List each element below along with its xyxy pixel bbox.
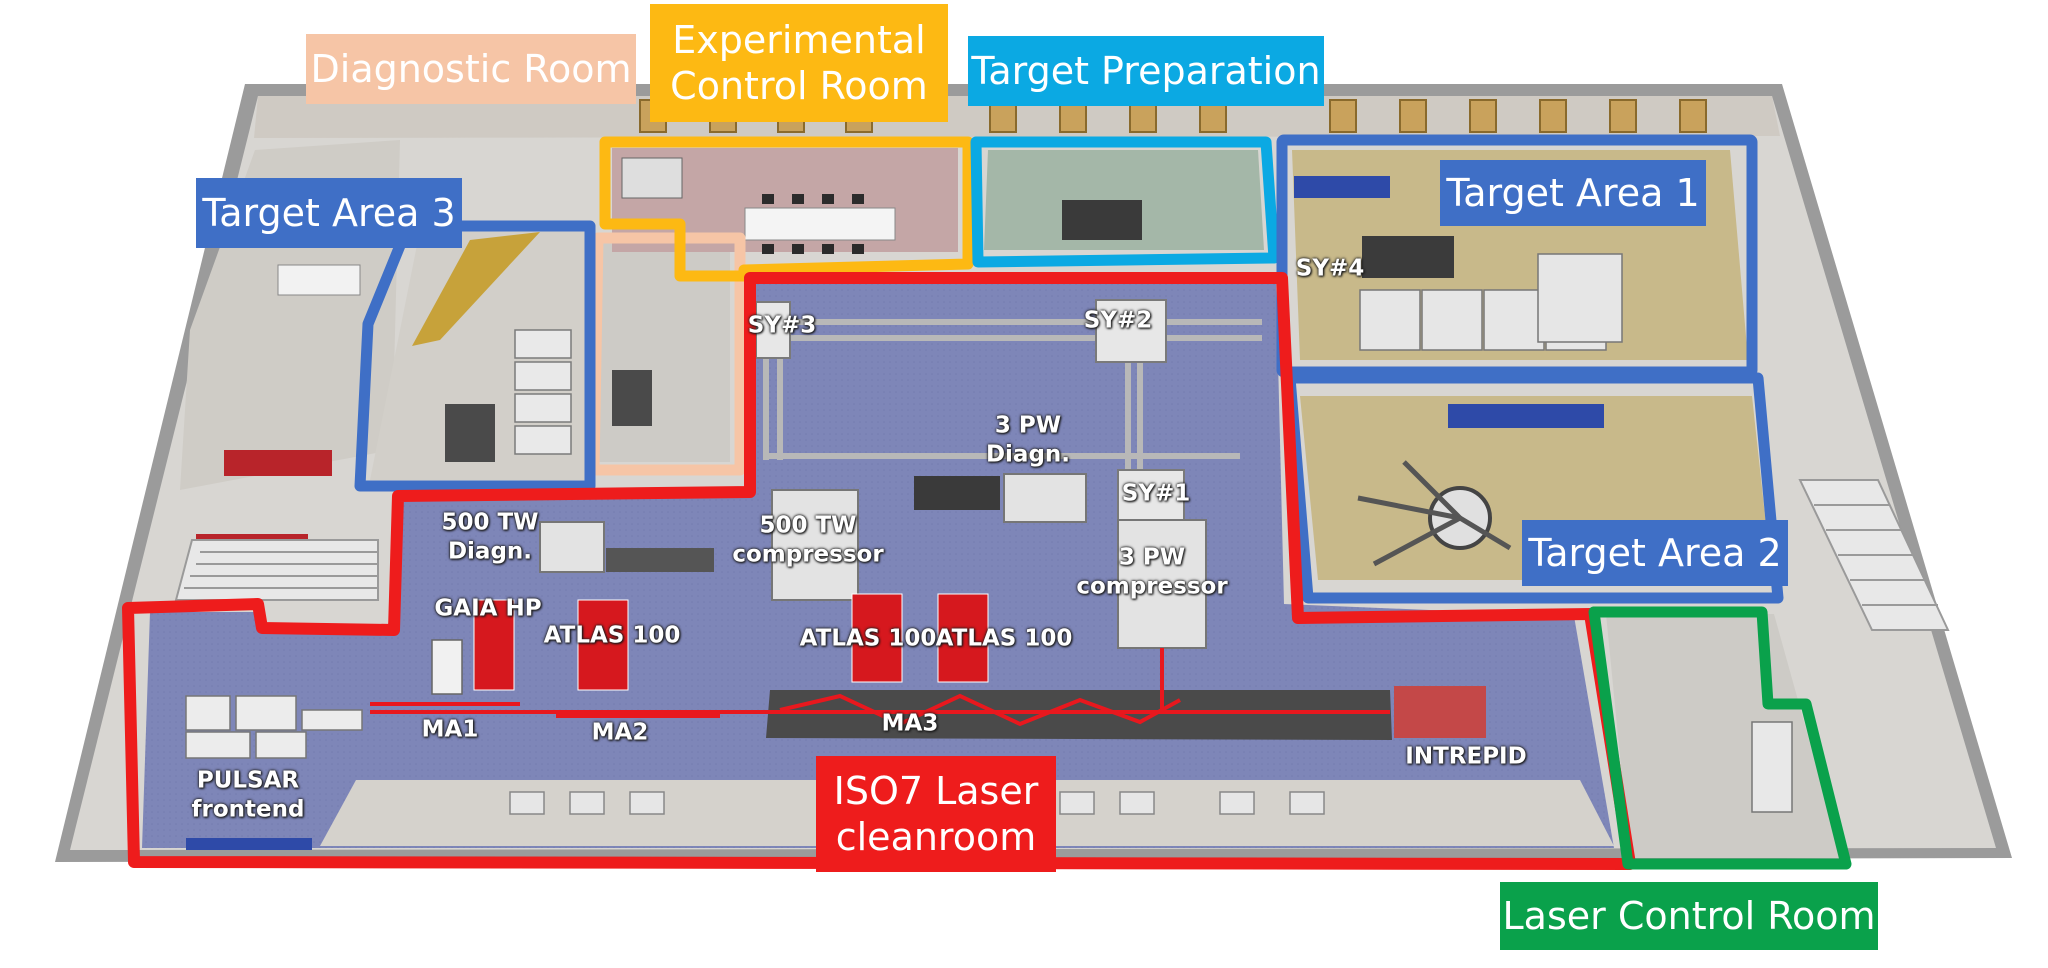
experimental-control-room-outline <box>599 136 974 282</box>
amplifier-racks <box>473 593 989 691</box>
3pw-compressor-line1: 3 PW <box>1118 544 1186 571</box>
ta2-blue-cabinet <box>1448 404 1604 428</box>
sy2-label: SY#2 <box>1083 307 1153 334</box>
yellow-bench <box>412 232 540 346</box>
ta1-blue-cabinet <box>1294 176 1390 198</box>
iso7-label-line2: cleanroom <box>835 815 1037 859</box>
ta1-dark-table <box>1362 236 1454 278</box>
sy4-label: SY#4 <box>1295 255 1365 282</box>
pulsar-line2: frontend <box>191 796 305 822</box>
500tw-compressor-label: 500 TW compressor <box>732 511 883 569</box>
500tw-compressor-line2: compressor <box>732 541 884 567</box>
ta3-cabinets <box>514 329 572 455</box>
ma1-label: MA1 <box>421 716 479 743</box>
laser-control-bench <box>1751 721 1793 813</box>
gaia-hp-unit <box>431 639 463 695</box>
target-area-1-outline <box>1276 134 1758 378</box>
ma2-label: MA2 <box>591 719 649 746</box>
control-table <box>744 207 896 241</box>
target-area-1-label: Target Area 1 <box>1446 170 1700 215</box>
target-preparation-outline <box>970 136 1280 268</box>
target-preparation-tag: Target Preparation <box>968 36 1324 106</box>
500tw-diagn-line2: Diagn. <box>447 538 533 564</box>
ta1-equipment <box>1359 253 1623 351</box>
target-prep-bench <box>1062 200 1142 240</box>
tw-diagn-table <box>606 548 714 572</box>
ta3-dark-table <box>445 404 495 462</box>
target-area-3-outline <box>354 220 596 492</box>
atlas-100-left-label: ATLAS 100 <box>543 622 681 649</box>
target-preparation-label: Target Preparation <box>971 48 1321 93</box>
intrepid-block <box>1394 686 1486 738</box>
target-area-1-tag: Target Area 1 <box>1440 160 1706 226</box>
sy3-label: SY#3 <box>747 312 817 339</box>
iso7-laser-cleanroom-tag: ISO7 Laser cleanroom <box>816 756 1056 872</box>
3pw-diagn-line2: Diagn. <box>985 441 1071 467</box>
3pw-compressor-line2: compressor <box>1076 573 1228 599</box>
diagnostic-room-tag: Diagnostic Room <box>306 34 636 104</box>
500tw-compressor-line1: 500 TW <box>759 512 857 539</box>
corridor-boxes <box>509 791 1325 815</box>
laser-control-room-tag: Laser Control Room <box>1500 882 1878 950</box>
3pw-compressor-label: 3 PW compressor <box>1076 543 1227 601</box>
atlas-100-right-label: ATLAS 100 <box>935 625 1073 652</box>
3pw-diagn-label: 3 PW Diagn. <box>986 411 1070 469</box>
target-area-2-outline <box>1284 372 1784 604</box>
iso7-laser-cleanroom-outline <box>122 272 1636 870</box>
laser-control-room-outline <box>1588 606 1852 870</box>
experimental-control-room-label-line1: Experimental <box>672 17 926 62</box>
dark-optical-table <box>914 476 1000 510</box>
intrepid-label: INTREPID <box>1405 743 1527 770</box>
stairs-left <box>174 539 379 601</box>
diagnostic-room-label: Diagnostic Room <box>310 46 632 91</box>
control-chairs <box>762 194 864 254</box>
target-area-3-label: Target Area 3 <box>202 190 456 235</box>
500tw-diagn-line1: 500 TW <box>441 509 539 536</box>
target-area-2-label: Target Area 2 <box>1528 530 1782 575</box>
experimental-control-room-label-line2: Control Room <box>670 64 928 108</box>
500tw-diagn-label: 500 TW Diagn. <box>441 508 538 566</box>
main-beam-table <box>766 690 1392 740</box>
pulsar-line1: PULSAR <box>196 767 300 794</box>
control-console <box>621 157 683 199</box>
sy1-label: SY#1 <box>1121 480 1191 507</box>
laser-control-room-label: Laser Control Room <box>1502 893 1876 938</box>
3pw-diagn-line1: 3 PW <box>994 412 1062 439</box>
office-desk <box>277 264 361 296</box>
beam-paths <box>370 648 1390 727</box>
compressors <box>539 473 1207 649</box>
ta2-arms <box>1357 460 1512 567</box>
iso7-label-line1: ISO7 Laser <box>833 768 1039 813</box>
pulsar-frontend-label: PULSAR frontend <box>192 766 305 824</box>
experimental-control-room-tag: Experimental Control Room <box>650 4 948 122</box>
target-area-2-tag: Target Area 2 <box>1522 520 1788 586</box>
target-area-3-tag: Target Area 3 <box>196 178 462 248</box>
red-sofa <box>224 450 332 476</box>
diagnostic-dark-table <box>612 370 652 426</box>
atlas-100-mid-label: ATLAS 100 <box>799 625 937 652</box>
pulsar-frontend-equipment <box>185 695 363 759</box>
stairs-right <box>1798 479 1950 631</box>
ma3-label: MA3 <box>881 710 939 737</box>
gaia-hp-label: GAIA HP <box>434 595 542 622</box>
blue-bench-pulsar <box>186 838 312 850</box>
